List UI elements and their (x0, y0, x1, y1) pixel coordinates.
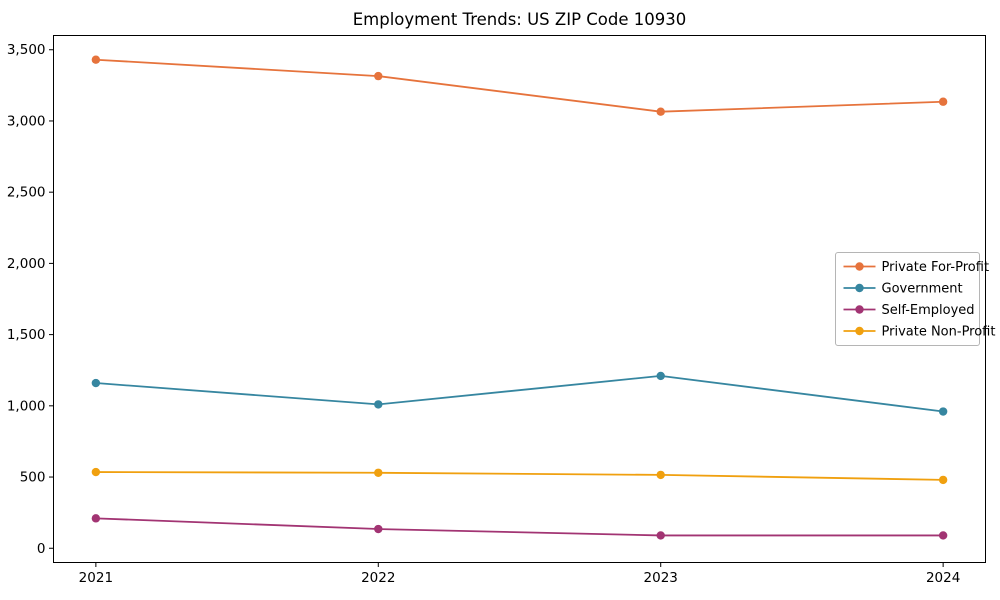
series-line-private-non-profit (95, 471, 944, 481)
legend-marker-private-non-profit (855, 326, 864, 336)
data-point-private-for-profit (938, 97, 948, 106)
legend-box (835, 252, 980, 346)
data-point-private-for-profit (91, 55, 101, 64)
series-line-self-employed (95, 517, 944, 537)
series-line-government (95, 375, 944, 413)
data-point-government (91, 378, 101, 388)
x-axis-ticks: 2021 2022 2023 2024 (79, 562, 960, 586)
data-point-private-non-profit (91, 467, 101, 477)
legend: Private For-Profit Government Self-Employe… (835, 252, 996, 346)
legend-marker-government (855, 283, 864, 293)
data-point-government (656, 371, 665, 381)
data-point-self-employed (374, 524, 383, 534)
legend-label-government: Government (882, 282, 963, 297)
x-tick-label: 2024 (926, 570, 960, 586)
data-series (91, 55, 948, 540)
y-tick-label: 0 (37, 541, 46, 557)
y-tick-label: 500 (20, 470, 46, 486)
data-point-self-employed (656, 531, 665, 540)
y-tick-label: 2,000 (7, 256, 46, 272)
x-tick-label: 2023 (644, 570, 678, 586)
x-tick-label: 2022 (361, 570, 395, 586)
data-point-private-non-profit (374, 468, 383, 477)
y-tick-label: 1,000 (7, 398, 46, 414)
y-tick-label: 3,000 (7, 113, 46, 129)
y-tick-label: 2,500 (7, 185, 46, 201)
legend-marker-private-for-profit (855, 262, 864, 271)
legend-label-private-for-profit: Private For-Profit (882, 260, 990, 275)
legend-label-self-employed: Self-Employed (882, 303, 975, 318)
data-point-government (374, 400, 383, 409)
y-tick-label: 1,500 (7, 327, 46, 343)
data-point-private-for-profit (374, 71, 383, 81)
chart-title: Employment Trends: US ZIP Code 10930 (353, 10, 687, 29)
series-line-private-for-profit (95, 58, 944, 113)
data-point-private-for-profit (656, 107, 665, 116)
data-point-self-employed (938, 531, 948, 540)
legend-marker-self-employed (855, 305, 864, 314)
data-point-government (938, 407, 948, 416)
data-point-private-non-profit (656, 470, 665, 480)
y-tick-label: 3,500 (7, 42, 46, 58)
y-axis-ticks: 0 500 1,000 1,500 2,000 2,500 3,000 3,500 (7, 42, 54, 557)
data-point-private-non-profit (938, 475, 948, 485)
legend-label-private-non-profit: Private Non-Profit (882, 325, 996, 340)
x-tick-label: 2021 (79, 570, 113, 586)
data-point-self-employed (91, 514, 101, 523)
